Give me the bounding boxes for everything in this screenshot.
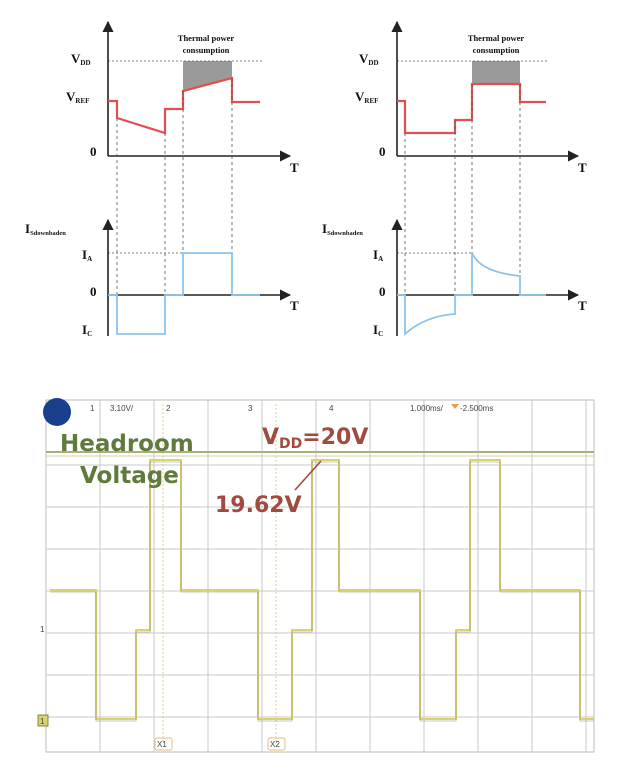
right-vdd-label: VDD	[359, 51, 379, 67]
scope-ch1-marker: 1	[90, 404, 95, 413]
left-thermal-label-2: consumption	[183, 45, 230, 55]
measured-value-annotation: 19.62V	[215, 493, 302, 518]
oscilloscope-screen: 1 3.10V/ 2 3 4 1.000ms/ -2.500ms 1 1 X1 …	[37, 398, 595, 753]
scope-ch2-label: 2	[166, 404, 171, 413]
left-ia-label: IA	[82, 247, 92, 263]
left-v-zero-label: 0	[90, 144, 97, 159]
scope-cursor-x1-label: X1	[157, 740, 167, 749]
scope-cursor-x2-label: X2	[270, 740, 280, 749]
scope-ground-marker-label: 1	[40, 717, 45, 726]
scope-grid	[46, 400, 594, 752]
scope-cursor-x2-tag[interactable]	[267, 737, 286, 751]
left-voltage-diagram: VDD VREF 0 T Thermal power consumption	[66, 20, 299, 175]
scope-background	[45, 399, 595, 753]
left-ishut-label: ISdownbaden	[25, 221, 66, 237]
right-vertical-dashes	[404, 84, 521, 334]
right-voltage-diagram: VDD VREF 0 T Thermal power consumption	[355, 20, 587, 175]
scope-level-marker: 1	[40, 625, 45, 634]
right-i-zero-label: 0	[379, 284, 386, 299]
headroom-label-2: Voltage	[80, 463, 179, 489]
right-v-zero-label: 0	[379, 144, 386, 159]
right-current-diagram: ISdownbaden IA 0 IC T	[322, 218, 587, 338]
right-t-label: T	[578, 160, 587, 175]
right-thermal-label-2: consumption	[473, 45, 520, 55]
left-t-label: T	[290, 160, 299, 175]
left-vref-label: VREF	[66, 89, 89, 105]
left-ic-label: IC	[82, 322, 92, 338]
headroom-label-1: Headroom	[60, 431, 194, 457]
left-i-zero-label: 0	[90, 284, 97, 299]
scope-ground-marker	[37, 714, 49, 727]
right-current-trace	[397, 252, 546, 337]
right-vref-label: VREF	[355, 89, 378, 105]
measured-pointer-line	[294, 460, 322, 491]
scope-ch1-scale: 3.10V/	[110, 404, 134, 413]
right-thermal-area	[472, 61, 520, 84]
scope-trigger-offset: -2.500ms	[460, 404, 493, 413]
right-voltage-trace	[397, 82, 546, 135]
left-vdd-label: VDD	[71, 51, 91, 67]
right-ia-label: IA	[373, 247, 383, 263]
left-current-trace	[108, 252, 260, 335]
left-thermal-area	[183, 61, 232, 90]
right-thermal-label-1: Thermal power	[468, 33, 525, 43]
scope-channel-circle-icon	[43, 398, 71, 426]
scope-timebase: 1.000ms/	[410, 404, 444, 413]
scope-ch4-label: 4	[329, 404, 334, 413]
right-ic-label: IC	[373, 322, 383, 338]
right-ishut-label: ISdownbaden	[322, 221, 363, 237]
left-thermal-label-1: Thermal power	[178, 33, 235, 43]
scope-trigger-marker-icon	[451, 404, 459, 409]
scope-ch3-label: 3	[248, 404, 253, 413]
scope-voltage-trace-shadow	[50, 461, 594, 722]
scope-cursor-x1-tag[interactable]	[154, 737, 173, 751]
left-t-label-2: T	[290, 298, 299, 313]
left-current-diagram: ISdownbaden IA 0 IC T	[25, 218, 299, 338]
vdd-annotation: VDD=20V	[262, 425, 368, 452]
right-t-label-2: T	[578, 298, 587, 313]
